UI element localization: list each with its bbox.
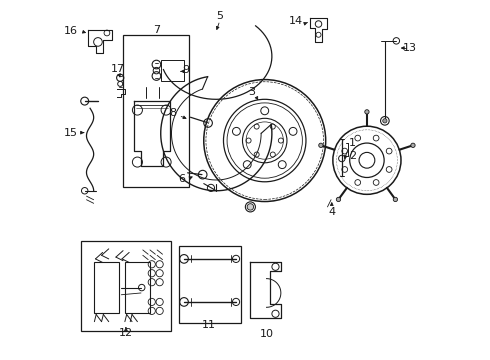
Text: 17: 17: [111, 64, 125, 74]
Circle shape: [383, 119, 387, 123]
Text: 15: 15: [64, 128, 77, 138]
Text: 2: 2: [349, 150, 356, 161]
Circle shape: [393, 197, 397, 202]
Text: 7: 7: [153, 25, 161, 35]
Text: 5: 5: [217, 11, 223, 21]
Circle shape: [318, 143, 323, 148]
Circle shape: [365, 110, 369, 114]
Bar: [179, 246, 242, 323]
Text: 4: 4: [328, 207, 335, 217]
Text: 3: 3: [248, 87, 256, 97]
Text: 6: 6: [178, 174, 185, 184]
Text: 1: 1: [349, 138, 356, 148]
Text: 11: 11: [202, 320, 216, 330]
Text: 14: 14: [289, 17, 303, 27]
Text: 8: 8: [169, 108, 176, 118]
Text: 12: 12: [119, 328, 133, 338]
Bar: [161, 60, 184, 81]
Bar: [123, 35, 190, 187]
Text: 16: 16: [64, 26, 77, 36]
Bar: [81, 241, 172, 330]
Text: 13: 13: [403, 43, 417, 53]
Text: 9: 9: [182, 64, 190, 75]
Circle shape: [247, 204, 254, 210]
Text: 10: 10: [260, 329, 273, 339]
Circle shape: [336, 197, 341, 202]
Circle shape: [411, 143, 415, 148]
